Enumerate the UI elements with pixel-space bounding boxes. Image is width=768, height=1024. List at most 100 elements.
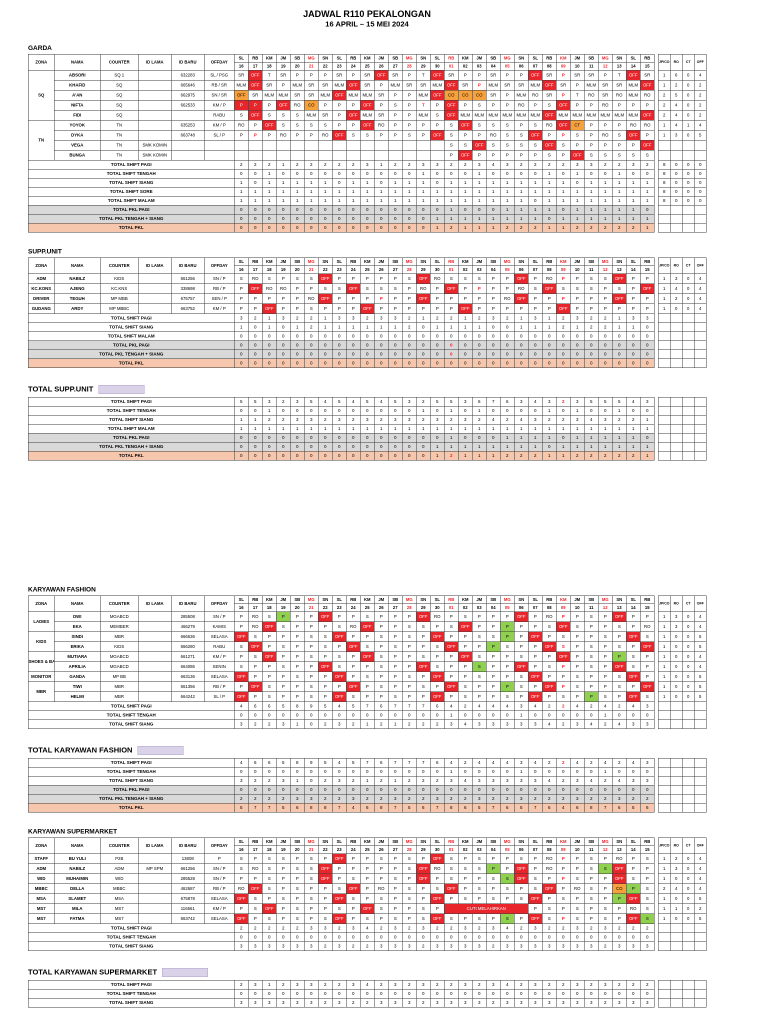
day-cell: 3 bbox=[486, 313, 501, 323]
day-cell: 3 bbox=[374, 313, 389, 323]
id-baru-cell: 285508 bbox=[171, 611, 205, 622]
name-cell: NIFTA bbox=[54, 99, 101, 111]
day-cell: T bbox=[570, 89, 585, 101]
date-cell: 22 bbox=[318, 265, 333, 274]
day-cell: MLM bbox=[612, 109, 627, 121]
date-cell: 12 bbox=[598, 61, 613, 71]
day-cell: MLM bbox=[262, 89, 277, 101]
day-cell: 4 bbox=[542, 775, 557, 786]
date-cell: 24 bbox=[346, 61, 361, 71]
day-cell: 2 bbox=[514, 450, 529, 461]
day-cell: 0 bbox=[388, 405, 403, 416]
day-cell: 0 bbox=[360, 450, 375, 461]
day-cell: MLM bbox=[318, 89, 333, 101]
day-cell: P bbox=[472, 681, 487, 692]
day-cell: 2 bbox=[276, 923, 291, 933]
day-cell: 4 bbox=[584, 719, 599, 729]
day-cell: P bbox=[388, 903, 403, 914]
day-cell bbox=[248, 139, 263, 151]
id-lama-cell bbox=[138, 853, 172, 864]
summary-cell bbox=[682, 710, 695, 720]
summary-cell bbox=[694, 432, 707, 443]
day-cell: 1 bbox=[528, 213, 543, 224]
day-cell: 3 bbox=[332, 775, 347, 786]
summary-cell bbox=[670, 775, 683, 786]
day-cell: OFF bbox=[332, 671, 347, 682]
day-cell: 3 bbox=[360, 159, 375, 170]
column-gap bbox=[654, 767, 659, 777]
counter-cell: MP MBBC bbox=[100, 303, 139, 314]
day-cell: 0 bbox=[248, 450, 263, 461]
day-name-cell: RB bbox=[248, 53, 263, 63]
day-cell: 4 bbox=[500, 757, 515, 768]
day-cell: SR bbox=[388, 69, 403, 81]
day-cell: P bbox=[430, 303, 445, 314]
day-cell: 3 bbox=[402, 997, 417, 1008]
summary-column-header: JP/CO bbox=[658, 595, 671, 612]
day-cell: S bbox=[458, 863, 473, 874]
day-name-cell: KM bbox=[458, 595, 473, 604]
column-header: ZONA bbox=[28, 595, 55, 612]
day-cell: 0 bbox=[262, 222, 277, 233]
summary-cell: 0 bbox=[682, 303, 695, 314]
day-cell: 9 bbox=[304, 757, 319, 768]
day-cell: S bbox=[612, 641, 627, 652]
day-cell: 1 bbox=[542, 450, 557, 461]
day-name-cell: RB bbox=[346, 257, 361, 266]
day-name-cell: SN bbox=[416, 53, 431, 63]
day-cell: 0 bbox=[360, 405, 375, 416]
day-cell: 7 bbox=[430, 802, 445, 813]
header-row: ZONA NAMA COUNTER ID LAMA ID BARU OFFDAY SL RB K… bbox=[28, 257, 707, 274]
day-cell: S bbox=[514, 651, 529, 662]
day-name-cell: MG bbox=[598, 595, 613, 604]
day-cell: OFF bbox=[332, 691, 347, 702]
day-cell: 2 bbox=[276, 414, 291, 425]
day-cell: P bbox=[388, 671, 403, 682]
day-cell: 0 bbox=[640, 710, 655, 720]
day-cell: S bbox=[332, 621, 347, 632]
day-cell: S bbox=[304, 853, 319, 864]
day-cell: RO bbox=[248, 273, 263, 284]
day-cell: 0 bbox=[318, 204, 333, 215]
day-cell: P bbox=[570, 99, 585, 111]
day-cell: P bbox=[318, 651, 333, 662]
day-cell: P bbox=[570, 661, 585, 672]
day-cell: 3 bbox=[626, 997, 641, 1008]
day-cell: S bbox=[500, 873, 515, 884]
total-label-cell: TOTAL SHIFT TENGAH bbox=[28, 932, 235, 942]
column-gap bbox=[654, 641, 659, 652]
day-cell: 1 bbox=[248, 414, 263, 425]
day-cell: 0 bbox=[360, 340, 375, 350]
day-cell: OFF bbox=[542, 681, 557, 692]
date-cell: 02 bbox=[458, 61, 473, 71]
day-cell: 1 bbox=[612, 405, 627, 416]
day-name-cell: MG bbox=[500, 53, 515, 63]
day-cell: 0 bbox=[318, 932, 333, 942]
day-cell: S bbox=[290, 273, 305, 284]
day-cell: 3 bbox=[388, 923, 403, 933]
total-label-cell: TOTAL SHIFT PAGI bbox=[27, 757, 235, 768]
day-cell: 5 bbox=[346, 701, 361, 711]
day-cell: S bbox=[248, 893, 263, 904]
day-cell: 0 bbox=[304, 775, 319, 786]
date-cell: 14 bbox=[626, 603, 641, 612]
day-cell: S bbox=[234, 109, 249, 121]
id-baru-cell: 664086 bbox=[171, 661, 205, 672]
day-cell: 3 bbox=[584, 941, 599, 951]
total-row: TOTAL PKL 0 0 0 0 0 0 0 0 0 0 0 0 0 0 0 0 0 0 0 0 0 0 0 0 0 0 0 0 0 0 bbox=[28, 358, 707, 368]
day-cell: 0 bbox=[472, 988, 487, 999]
day-cell: P bbox=[500, 69, 515, 81]
total-row: TOTAL PKL PAGI 0 0 0 0 0 0 0 0 0 0 0 0 0 0 0 1 0 0 0 1 1 1 1 0 1 1… bbox=[28, 204, 707, 215]
day-cell: 0 bbox=[318, 405, 333, 416]
day-cell: S bbox=[402, 863, 417, 874]
summary-cell bbox=[670, 441, 683, 452]
date-cell: 13 bbox=[612, 603, 627, 612]
staff-row: TN YOYOK TN 635253 KM / P RO P OFF S S S S P P OFF RO P P… bbox=[28, 119, 707, 161]
header-row: ZONA NAMA COUNTER ID LAMA ID BARU OFFDAY SL RB K… bbox=[28, 595, 707, 612]
day-cell: P bbox=[402, 283, 417, 294]
day-cell: 3 bbox=[444, 997, 459, 1008]
day-cell: 1 bbox=[290, 322, 305, 332]
day-cell: 1 bbox=[598, 766, 613, 777]
day-cell: 0 bbox=[612, 932, 627, 942]
day-cell: 3 bbox=[598, 979, 613, 990]
